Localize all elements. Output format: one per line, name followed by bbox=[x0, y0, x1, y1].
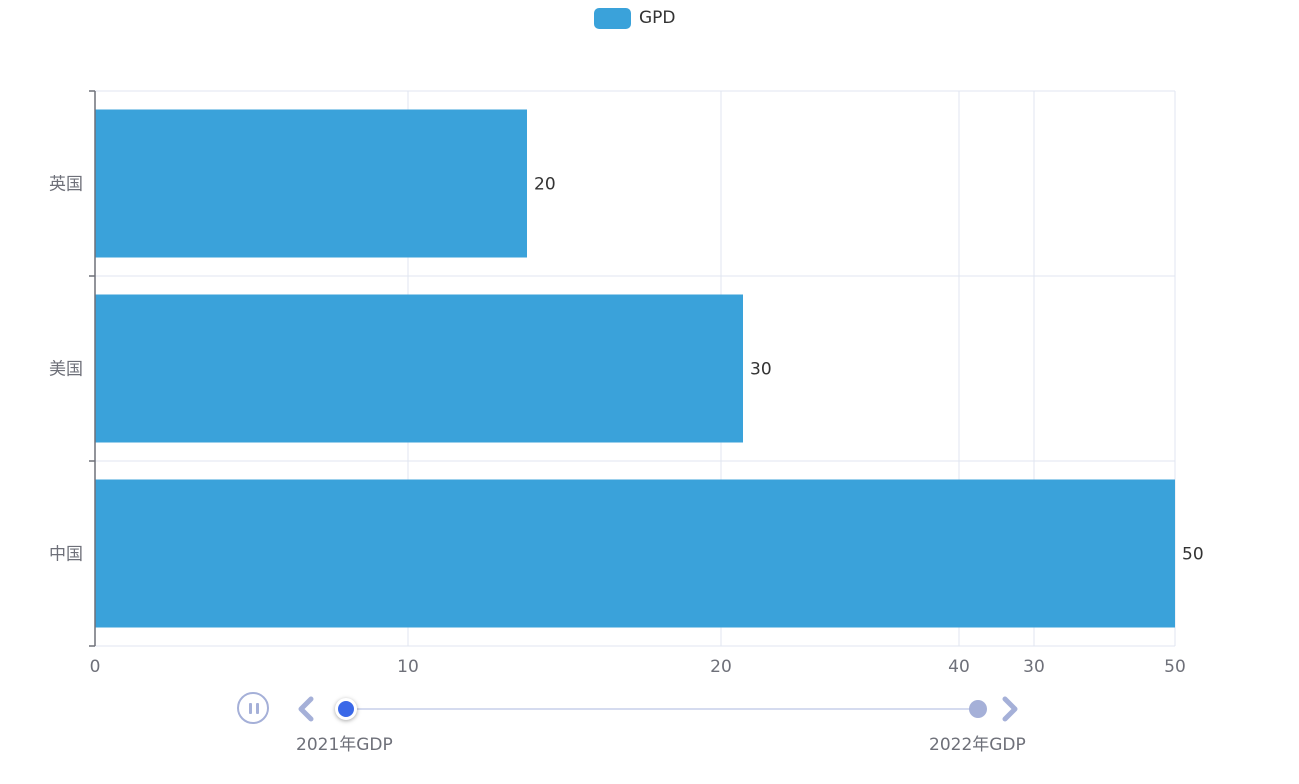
data-label: 30 bbox=[750, 360, 772, 380]
data-label: 20 bbox=[534, 175, 556, 195]
category-label: 英国 bbox=[49, 175, 83, 195]
x-tick-label: 50 bbox=[1164, 657, 1186, 677]
legend[interactable]: GPD bbox=[594, 6, 676, 30]
timeline-track[interactable] bbox=[346, 708, 978, 710]
x-tick-label: 20 bbox=[710, 657, 732, 677]
timeline[interactable]: 2021年GDP 2022年GDP bbox=[0, 690, 1299, 770]
pause-icon-bar bbox=[256, 703, 259, 714]
bar-2 bbox=[95, 294, 743, 443]
category-label: 中国 bbox=[49, 545, 83, 565]
x-tick-label: 40 bbox=[948, 657, 970, 677]
timeline-label-2022[interactable]: 2022年GDP bbox=[929, 735, 1026, 755]
x-tick-label: 30 bbox=[1023, 657, 1045, 677]
next-button[interactable] bbox=[996, 693, 1024, 725]
timeline-label-2021[interactable]: 2021年GDP bbox=[296, 735, 393, 755]
timeline-point-2021-current[interactable] bbox=[335, 698, 357, 720]
legend-label: GPD bbox=[639, 8, 676, 28]
bar-chart: 20 英国 30 美国 50 中国 0 10 20 40 30 50 bbox=[49, 90, 1204, 677]
prev-button[interactable] bbox=[293, 693, 321, 725]
bar-1 bbox=[95, 109, 527, 258]
x-tick-label: 10 bbox=[397, 657, 419, 677]
data-label: 50 bbox=[1182, 545, 1204, 565]
chevron-left-icon bbox=[298, 696, 314, 722]
pause-button[interactable] bbox=[237, 692, 269, 724]
chevron-right-icon bbox=[1002, 696, 1018, 722]
timeline-point-2022[interactable] bbox=[969, 700, 987, 718]
legend-swatch bbox=[594, 7, 631, 29]
bar-3 bbox=[95, 479, 1175, 628]
category-label: 美国 bbox=[49, 360, 83, 380]
pause-icon bbox=[249, 703, 252, 714]
x-tick-label: 0 bbox=[90, 657, 101, 677]
